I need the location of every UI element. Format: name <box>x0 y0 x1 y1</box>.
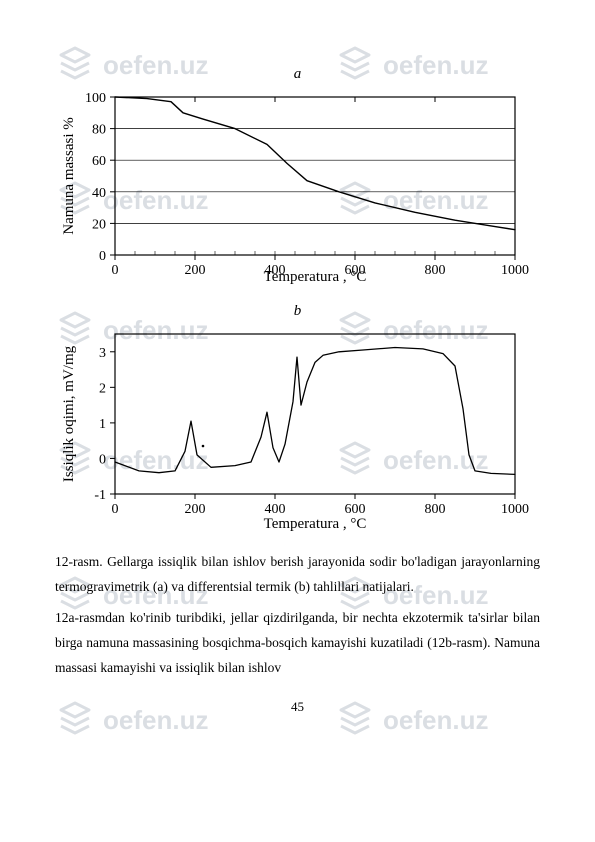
svg-text:800: 800 <box>425 502 446 517</box>
svg-text:0: 0 <box>112 263 119 278</box>
svg-text:60: 60 <box>92 154 106 169</box>
figure-a-letter: a <box>55 66 540 83</box>
svg-text:1000: 1000 <box>501 502 529 517</box>
body-text: 12-rasm. Gellarga issiqlik bilan ishlov … <box>55 550 540 681</box>
svg-text:3: 3 <box>99 346 106 361</box>
svg-text:80: 80 <box>92 123 106 138</box>
svg-text:20: 20 <box>92 217 106 232</box>
svg-text:-1: -1 <box>94 488 106 503</box>
svg-text:0: 0 <box>99 249 106 264</box>
svg-text:1000: 1000 <box>501 263 529 278</box>
figure-b: 0 200 400 600 800 1000 -1 0 1 2 3 Temperatura , °C I… <box>55 322 540 532</box>
page-number: 45 <box>55 699 540 715</box>
svg-text:600: 600 <box>345 502 366 517</box>
svg-text:1: 1 <box>99 417 106 432</box>
figure-caption: 12-rasm. Gellarga issiqlik bilan ishlov … <box>55 550 540 600</box>
figure-a: 02004006008001000020406080100Temperatura… <box>55 85 540 285</box>
svg-text:0: 0 <box>112 502 119 517</box>
svg-text:Issiqlik oqimi, mV/mg: Issiqlik oqimi, mV/mg <box>61 345 77 482</box>
svg-text:100: 100 <box>85 91 106 106</box>
svg-text:0: 0 <box>99 452 106 467</box>
svg-text:Temperatura , °C: Temperatura , °C <box>264 269 367 285</box>
svg-text:400: 400 <box>265 502 286 517</box>
svg-text:200: 200 <box>185 502 206 517</box>
svg-text:40: 40 <box>92 186 106 201</box>
svg-text:800: 800 <box>425 263 446 278</box>
svg-text:Temperatura , °C: Temperatura , °C <box>264 516 367 532</box>
figure-b-letter: b <box>55 303 540 320</box>
svg-text:2: 2 <box>99 381 106 396</box>
paragraph-text: 12a-rasmdan ko'rinib turibdiki, jellar q… <box>55 606 540 681</box>
svg-text:Namuna massasi %: Namuna massasi % <box>61 117 77 234</box>
svg-text:200: 200 <box>185 263 206 278</box>
